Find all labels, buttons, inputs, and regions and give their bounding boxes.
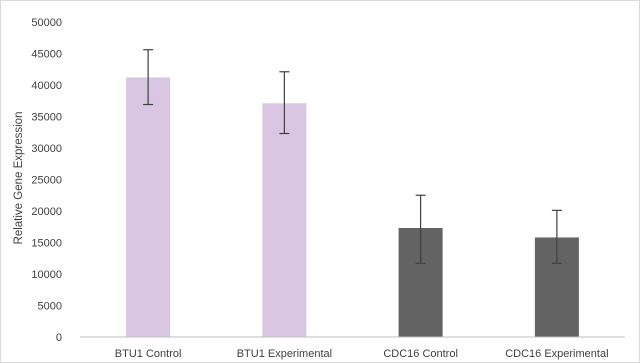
x-category-label: BTU1 Control <box>115 348 182 360</box>
bar-btu1-experimental <box>262 103 307 338</box>
bar-btu1-control <box>126 77 171 337</box>
y-tick-label: 10000 <box>31 269 62 281</box>
error-bars <box>143 49 562 264</box>
error-bar-cdc16-experimental <box>551 209 562 264</box>
y-tick-label: 30000 <box>31 143 62 155</box>
y-axis-label: Relative Gene Expression <box>13 112 25 245</box>
y-tick-label: 35000 <box>31 112 62 124</box>
y-tick-label: 45000 <box>31 49 62 61</box>
y-tick-label: 25000 <box>31 175 62 187</box>
error-bar-btu1-experimental <box>279 71 290 135</box>
y-tick-label: 5000 <box>38 301 62 313</box>
x-category-label: BTU1 Experimental <box>237 348 332 360</box>
y-tick-label: 50000 <box>31 17 62 29</box>
x-category-label: CDC16 Control <box>383 348 458 360</box>
x-category-label: CDC16 Experimental <box>505 348 608 360</box>
y-tick-label: 40000 <box>31 80 62 92</box>
bars <box>126 77 579 338</box>
y-tick-label: 20000 <box>31 206 62 218</box>
y-tick-label: 0 <box>56 332 62 344</box>
error-bar-cdc16-control <box>415 194 426 264</box>
x-axis-categories: BTU1 Control BTU1 Experimental CDC16 Contr… <box>115 348 609 360</box>
y-axis-ticks: 0 5000 10000 15000 20000 25000 30000 35000 40000… <box>31 17 62 344</box>
y-tick-label: 15000 <box>31 238 62 250</box>
error-bar-btu1-control <box>143 49 154 106</box>
